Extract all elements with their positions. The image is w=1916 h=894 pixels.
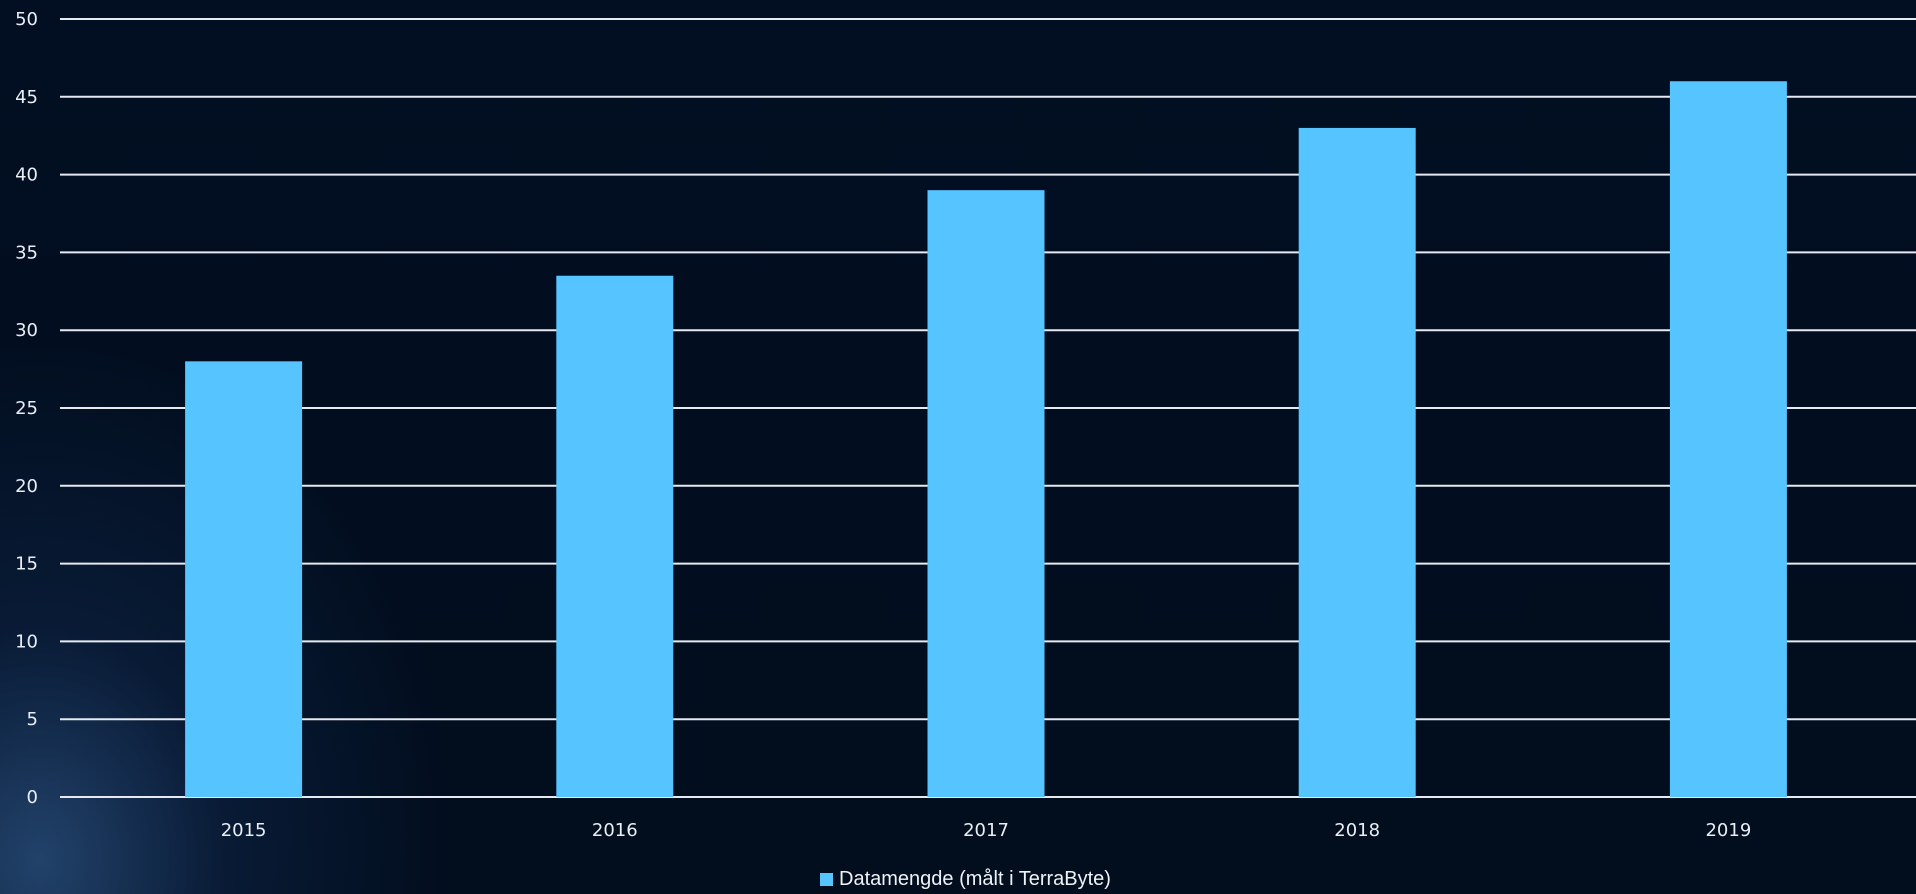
bar-chart: 0 5 10 15 20 25 30 35 40 45 50 2015 2016 2017 2018 2019 xyxy=(15,9,1916,841)
y-tick-label: 50 xyxy=(15,9,38,30)
legend: Datamengde (målt i TerraByte) xyxy=(820,867,1111,891)
bar-2019 xyxy=(1669,81,1787,798)
y-tick-label: 40 xyxy=(15,165,38,186)
y-tick-label: 45 xyxy=(15,87,38,108)
x-tick-label: 2017 xyxy=(963,820,1009,841)
y-tick-label: 20 xyxy=(15,476,38,497)
bar-2018 xyxy=(1298,127,1416,798)
bar-2015 xyxy=(185,361,303,797)
x-tick-label: 2018 xyxy=(1334,820,1380,841)
legend-label: Datamengde (målt i TerraByte) xyxy=(839,867,1111,890)
bar-2017 xyxy=(927,190,1045,797)
y-tick-label: 30 xyxy=(15,320,38,341)
y-tick-label: 15 xyxy=(15,554,38,575)
y-tick-label: 25 xyxy=(15,398,38,419)
y-tick-label: 35 xyxy=(15,242,38,263)
x-tick-label: 2019 xyxy=(1705,820,1751,841)
x-tick-label: 2015 xyxy=(221,820,267,841)
y-tick-label: 0 xyxy=(27,787,38,808)
legend-swatch xyxy=(820,872,833,886)
y-tick-label: 10 xyxy=(15,631,38,652)
bar-2016 xyxy=(556,275,674,797)
y-tick-label: 5 xyxy=(27,709,38,730)
x-tick-label: 2016 xyxy=(592,820,638,841)
